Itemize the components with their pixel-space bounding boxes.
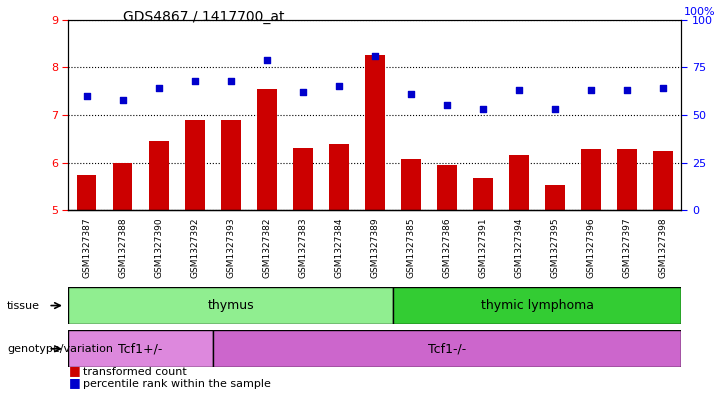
Bar — [257, 89, 277, 210]
Text: GSM1327397: GSM1327397 — [623, 218, 632, 278]
Bar — [509, 156, 529, 210]
Point — [658, 85, 669, 92]
Text: Tcf1-/-: Tcf1-/- — [428, 342, 466, 355]
Bar — [473, 178, 493, 210]
Text: ■: ■ — [68, 364, 80, 377]
Bar — [68, 330, 213, 367]
Text: GSM1327388: GSM1327388 — [118, 218, 127, 278]
Text: ■: ■ — [68, 376, 80, 389]
Point — [441, 102, 453, 108]
Bar — [221, 120, 241, 210]
Point — [585, 87, 597, 93]
Point — [117, 97, 128, 103]
Point — [297, 89, 309, 95]
Point — [477, 106, 489, 112]
Text: transformed count: transformed count — [83, 367, 187, 377]
Text: GDS4867 / 1417700_at: GDS4867 / 1417700_at — [123, 10, 284, 24]
Bar — [365, 55, 385, 210]
Text: GSM1327387: GSM1327387 — [82, 218, 91, 278]
Text: GSM1327391: GSM1327391 — [479, 218, 487, 278]
Bar — [617, 149, 637, 210]
Point — [225, 77, 236, 84]
Point — [622, 87, 633, 93]
Bar — [185, 120, 205, 210]
Point — [153, 85, 164, 92]
Text: GSM1327394: GSM1327394 — [515, 218, 523, 278]
Text: 100%: 100% — [684, 7, 716, 17]
Point — [513, 87, 525, 93]
Point — [549, 106, 561, 112]
Bar — [545, 185, 565, 210]
Bar — [401, 159, 421, 210]
Text: GSM1327386: GSM1327386 — [443, 218, 451, 278]
Bar — [393, 287, 681, 324]
Text: GSM1327392: GSM1327392 — [190, 218, 199, 278]
Bar — [76, 174, 97, 210]
Text: GSM1327385: GSM1327385 — [407, 218, 415, 278]
Text: GSM1327383: GSM1327383 — [298, 218, 307, 278]
Text: GSM1327389: GSM1327389 — [371, 218, 379, 278]
Bar — [653, 151, 673, 210]
Text: thymic lymphoma: thymic lymphoma — [481, 299, 593, 312]
Point — [405, 91, 417, 97]
Text: Tcf1+/-: Tcf1+/- — [118, 342, 163, 355]
Bar — [581, 149, 601, 210]
Text: percentile rank within the sample: percentile rank within the sample — [83, 379, 271, 389]
Text: tissue: tissue — [7, 301, 40, 310]
Point — [81, 93, 92, 99]
Bar — [329, 145, 349, 210]
Bar — [112, 163, 133, 210]
Text: thymus: thymus — [208, 299, 254, 312]
Text: GSM1327393: GSM1327393 — [226, 218, 235, 278]
Bar — [213, 330, 681, 367]
Point — [189, 77, 200, 84]
Bar — [437, 165, 457, 210]
Text: GSM1327398: GSM1327398 — [659, 218, 668, 278]
Bar — [149, 141, 169, 210]
Bar — [68, 287, 393, 324]
Point — [261, 57, 273, 63]
Text: GSM1327384: GSM1327384 — [335, 218, 343, 278]
Text: GSM1327382: GSM1327382 — [262, 218, 271, 278]
Text: GSM1327396: GSM1327396 — [587, 218, 596, 278]
Text: GSM1327390: GSM1327390 — [154, 218, 163, 278]
Bar — [293, 148, 313, 210]
Point — [369, 53, 381, 59]
Point — [333, 83, 345, 90]
Text: genotype/variation: genotype/variation — [7, 344, 113, 354]
Text: GSM1327395: GSM1327395 — [551, 218, 559, 278]
